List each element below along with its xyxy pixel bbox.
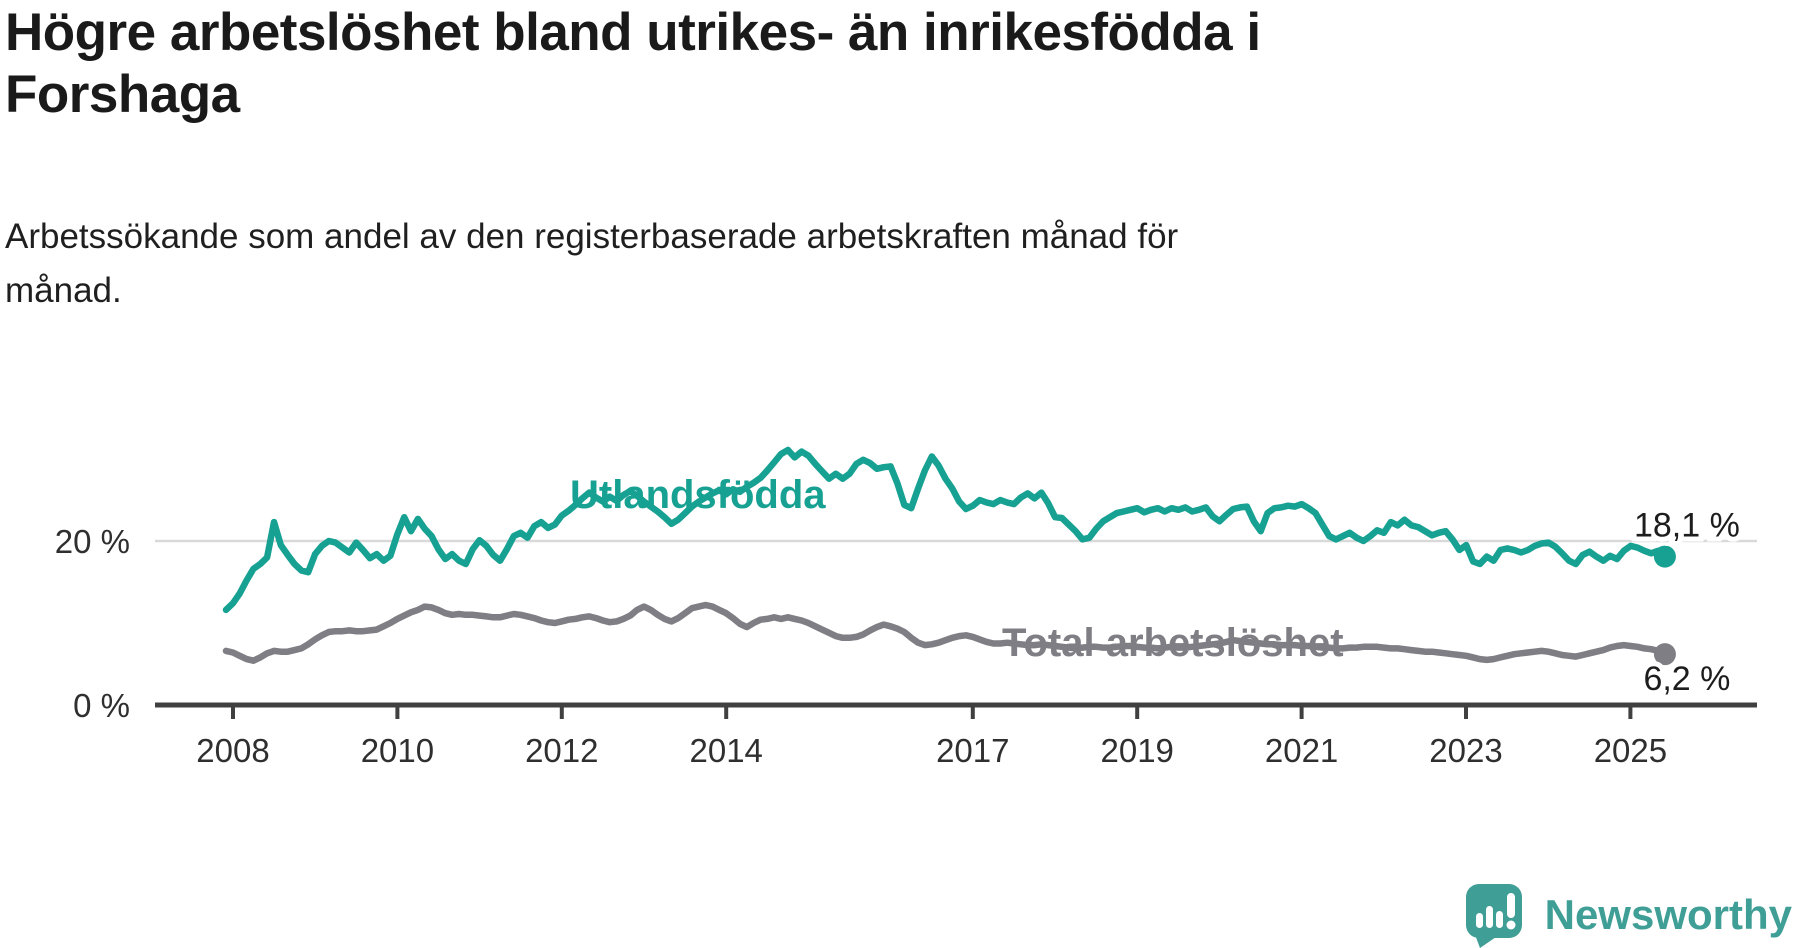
series-line-1 xyxy=(222,601,1669,664)
unemployment-line-chart: 2008 2010 2012 2014 2017 2019 2021 2023 2025 0 % 2… xyxy=(55,446,1757,769)
series-end-dot-0 xyxy=(1653,545,1676,568)
series-end-dot-1 xyxy=(1653,643,1676,666)
newsworthy-logo-icon xyxy=(1465,884,1522,948)
title-line-1: Högre arbetslöshet bland utrikes- än inr… xyxy=(5,3,1261,62)
y-tick-label-0: 0 % xyxy=(73,687,130,724)
series-line-0 xyxy=(222,446,1669,614)
x-tick-label-2012: 2012 xyxy=(525,732,598,769)
newsworthy-logo-text: Newsworthy xyxy=(1544,891,1792,938)
x-tick-label-2008: 2008 xyxy=(196,732,269,769)
x-tick-label-2019: 2019 xyxy=(1100,732,1173,769)
chart-subtitle: Arbetssökande som andel av den registerb… xyxy=(5,210,1178,318)
subtitle-line-1: Arbetssökande som andel av den registerb… xyxy=(5,217,1179,256)
series-end-label-0: 18,1 % xyxy=(1634,507,1740,545)
series-label-1: Total arbetslöshet xyxy=(1002,621,1344,665)
series-label-0: Utlandsfödda xyxy=(570,473,826,517)
x-tick-label-2010: 2010 xyxy=(361,732,434,769)
series-end-label-1: 6,2 % xyxy=(1643,660,1730,698)
newsworthy-branding: Newsworthy xyxy=(1463,882,1792,948)
title-line-2: Forshaga xyxy=(5,65,240,124)
y-tick-label-20: 20 % xyxy=(55,523,130,560)
subtitle-line-2: månad. xyxy=(5,271,122,310)
x-tick-label-2021: 2021 xyxy=(1265,732,1338,769)
x-tick-label-2023: 2023 xyxy=(1429,732,1502,769)
page-title: Högre arbetslöshet bland utrikes- än inr… xyxy=(5,2,1261,126)
x-tick-label-2017: 2017 xyxy=(936,732,1009,769)
x-tick-label-2025: 2025 xyxy=(1594,732,1667,769)
x-tick-label-2014: 2014 xyxy=(689,732,762,769)
